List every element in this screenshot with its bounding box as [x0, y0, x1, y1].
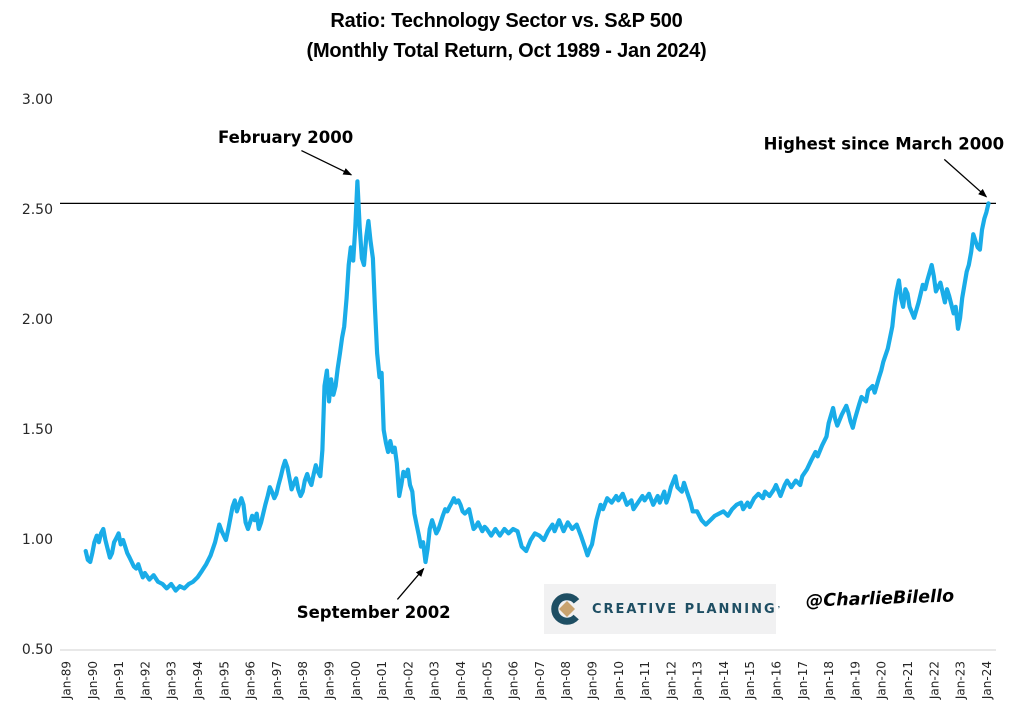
y-tick-label: 2.00 — [22, 312, 53, 328]
annotation-arrow-highest-since-march-2000 — [943, 158, 988, 198]
x-tick-label: Jan-92 — [138, 661, 152, 700]
x-tick-label: Jan-19 — [848, 661, 862, 700]
y-tick-label: 1.00 — [22, 532, 53, 548]
x-tick-label: Jan-98 — [296, 661, 310, 700]
y-tick-label: 1.50 — [22, 422, 53, 438]
creative-planning-logo: CREATIVE PLANNING’ — [544, 584, 780, 634]
x-tick-label: Jan-18 — [822, 661, 836, 700]
x-tick-label: Jan-93 — [165, 661, 179, 700]
x-tick-label: Jan-06 — [507, 661, 521, 700]
x-tick-label: Jan-24 — [980, 661, 994, 700]
x-tick-label: Jan-95 — [217, 661, 231, 700]
x-tick-label: Jan-01 — [375, 661, 389, 700]
x-tick-label: Jan-02 — [401, 661, 415, 700]
chart-title-line1: Ratio: Technology Sector vs. S&P 500 — [330, 10, 683, 32]
x-tick-label: Jan-09 — [586, 661, 600, 700]
x-tick-label: Jan-08 — [559, 661, 573, 700]
annotation-arrow-feb-2000 — [301, 150, 353, 176]
x-tick-label: Jan-97 — [270, 661, 284, 700]
annotation-label-sep-2002: September 2002 — [297, 603, 451, 622]
x-tick-label: Jan-13 — [691, 661, 705, 700]
x-tick-label: Jan-14 — [717, 661, 731, 700]
x-tick-label: Jan-05 — [480, 661, 494, 700]
creative-planning-c-icon — [551, 593, 583, 625]
chart-title-line2: (Monthly Total Return, Oct 1989 - Jan 20… — [306, 40, 707, 62]
x-tick-label: Jan-96 — [244, 661, 258, 700]
x-tick-label: Jan-04 — [454, 661, 468, 700]
x-tick-label: Jan-91 — [112, 661, 126, 700]
x-tick-label: Jan-17 — [796, 661, 810, 700]
c-diamond-shape — [559, 601, 575, 617]
annotation-label-highest-since-march-2000: Highest since March 2000 — [764, 135, 1005, 154]
x-tick-label: Jan-90 — [86, 661, 100, 700]
trademark-symbol: ’ — [777, 604, 780, 614]
x-tick-label: Jan-22 — [927, 661, 941, 700]
x-tick-label: Jan-21 — [901, 661, 915, 700]
x-tick-label: Jan-03 — [428, 661, 442, 700]
chart-title: Ratio: Technology Sector vs. S&P 500 (Mo… — [0, 6, 1013, 66]
x-tick-label: Jan-94 — [191, 661, 205, 700]
annotation-arrow-sep-2002 — [396, 567, 425, 600]
x-tick-label: Jan-15 — [743, 661, 757, 700]
annotation-label-feb-2000: February 2000 — [218, 128, 353, 147]
x-tick-label: Jan-11 — [638, 661, 652, 700]
ratio-line-series — [83, 179, 991, 593]
x-tick-label: Jan-20 — [875, 661, 889, 700]
x-tick-label: Jan-89 — [60, 661, 74, 700]
x-tick-label: Jan-23 — [954, 661, 968, 700]
creative-planning-wordmark: CREATIVE PLANNING — [592, 601, 777, 617]
y-tick-label: 3.00 — [22, 92, 53, 108]
x-tick-label: Jan-16 — [770, 661, 784, 700]
y-tick-label: 0.50 — [22, 642, 53, 658]
c-ring-shape — [551, 593, 583, 625]
y-tick-label: 2.50 — [22, 202, 53, 218]
x-tick-label: Jan-10 — [612, 661, 626, 700]
x-tick-label: Jan-12 — [664, 661, 678, 700]
x-tick-label: Jan-00 — [349, 661, 363, 700]
x-tick-label: Jan-99 — [323, 661, 337, 700]
x-tick-label: Jan-07 — [533, 661, 547, 700]
